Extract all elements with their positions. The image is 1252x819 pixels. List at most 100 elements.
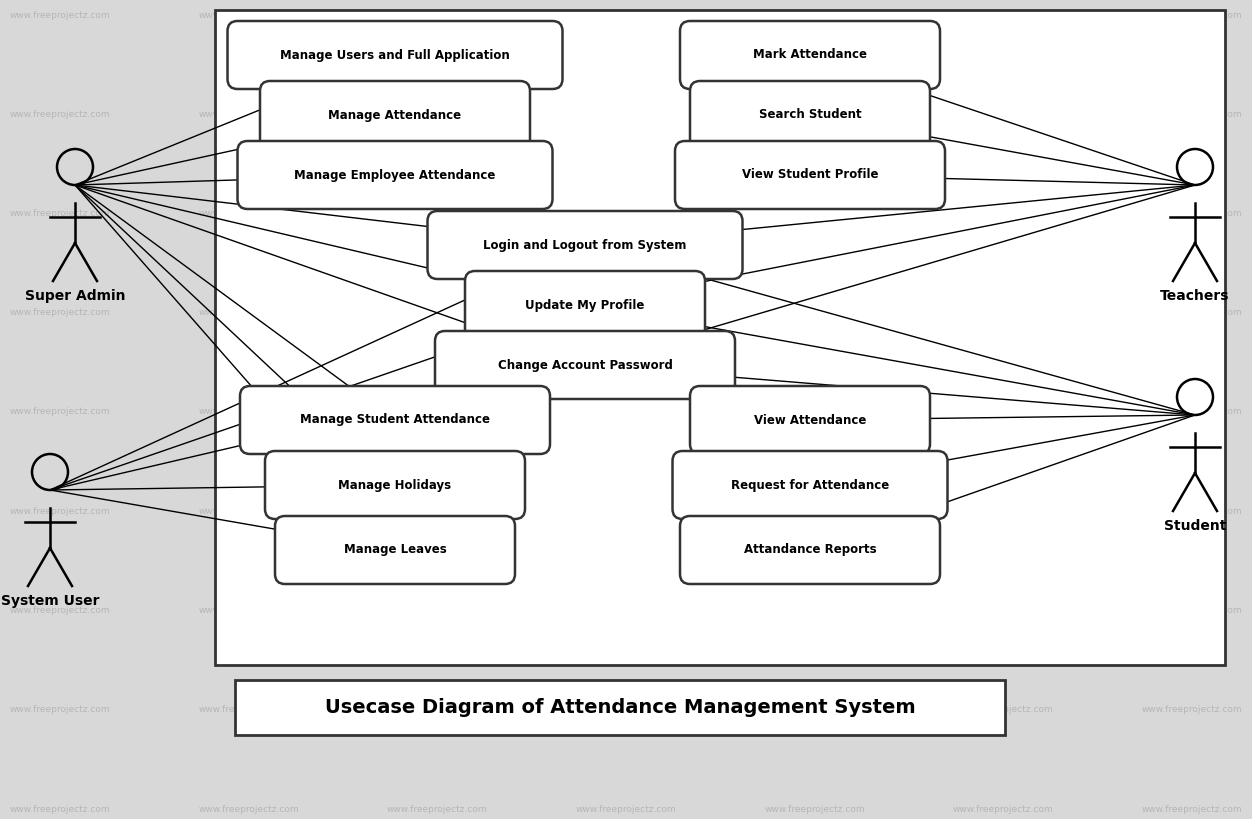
Text: Login and Logout from System: Login and Logout from System — [483, 238, 686, 251]
FancyBboxPatch shape — [240, 386, 550, 454]
Text: Update My Profile: Update My Profile — [526, 298, 645, 311]
Text: Manage Holidays: Manage Holidays — [338, 478, 452, 491]
Text: www.freeprojectz.com: www.freeprojectz.com — [953, 11, 1054, 20]
Text: www.freeprojectz.com: www.freeprojectz.com — [1142, 705, 1242, 714]
Text: www.freeprojectz.com: www.freeprojectz.com — [953, 705, 1054, 714]
Text: www.freeprojectz.com: www.freeprojectz.com — [387, 11, 487, 20]
Text: www.freeprojectz.com: www.freeprojectz.com — [1142, 110, 1242, 119]
Text: www.freeprojectz.com: www.freeprojectz.com — [953, 606, 1054, 615]
Text: www.freeprojectz.com: www.freeprojectz.com — [765, 804, 865, 813]
FancyBboxPatch shape — [680, 21, 940, 89]
Text: www.freeprojectz.com: www.freeprojectz.com — [198, 507, 299, 516]
Text: Manage Users and Full Application: Manage Users and Full Application — [280, 48, 510, 61]
Text: Request for Attendance: Request for Attendance — [731, 478, 889, 491]
FancyBboxPatch shape — [690, 81, 930, 149]
Text: www.freeprojectz.com: www.freeprojectz.com — [765, 209, 865, 218]
Text: www.freeprojectz.com: www.freeprojectz.com — [198, 110, 299, 119]
Text: www.freeprojectz.com: www.freeprojectz.com — [576, 308, 676, 317]
Text: www.freeprojectz.com: www.freeprojectz.com — [765, 606, 865, 615]
Text: www.freeprojectz.com: www.freeprojectz.com — [10, 11, 110, 20]
Text: www.freeprojectz.com: www.freeprojectz.com — [10, 804, 110, 813]
Text: www.freeprojectz.com: www.freeprojectz.com — [1142, 804, 1242, 813]
Text: www.freeprojectz.com: www.freeprojectz.com — [198, 11, 299, 20]
Text: Super Admin: Super Admin — [25, 289, 125, 303]
FancyBboxPatch shape — [690, 386, 930, 454]
Text: www.freeprojectz.com: www.freeprojectz.com — [576, 705, 676, 714]
Text: Manage Employee Attendance: Manage Employee Attendance — [294, 169, 496, 182]
Text: www.freeprojectz.com: www.freeprojectz.com — [10, 507, 110, 516]
Text: View Student Profile: View Student Profile — [741, 169, 878, 182]
Text: www.freeprojectz.com: www.freeprojectz.com — [10, 705, 110, 714]
Text: www.freeprojectz.com: www.freeprojectz.com — [953, 804, 1054, 813]
Text: www.freeprojectz.com: www.freeprojectz.com — [953, 209, 1054, 218]
FancyBboxPatch shape — [228, 21, 562, 89]
Text: www.freeprojectz.com: www.freeprojectz.com — [576, 507, 676, 516]
Text: www.freeprojectz.com: www.freeprojectz.com — [198, 606, 299, 615]
Text: www.freeprojectz.com: www.freeprojectz.com — [198, 705, 299, 714]
Text: Usecase Diagram of Attendance Management System: Usecase Diagram of Attendance Management… — [324, 698, 915, 717]
Text: www.freeprojectz.com: www.freeprojectz.com — [953, 408, 1054, 417]
Text: Manage Student Attendance: Manage Student Attendance — [300, 414, 490, 427]
Text: www.freeprojectz.com: www.freeprojectz.com — [765, 308, 865, 317]
Text: www.freeprojectz.com: www.freeprojectz.com — [10, 308, 110, 317]
Text: www.freeprojectz.com: www.freeprojectz.com — [387, 308, 487, 317]
Text: www.freeprojectz.com: www.freeprojectz.com — [387, 804, 487, 813]
FancyBboxPatch shape — [464, 271, 705, 339]
Text: www.freeprojectz.com: www.freeprojectz.com — [576, 606, 676, 615]
Text: www.freeprojectz.com: www.freeprojectz.com — [387, 408, 487, 417]
Text: www.freeprojectz.com: www.freeprojectz.com — [765, 507, 865, 516]
Text: www.freeprojectz.com: www.freeprojectz.com — [198, 209, 299, 218]
Text: www.freeprojectz.com: www.freeprojectz.com — [387, 209, 487, 218]
FancyBboxPatch shape — [215, 10, 1224, 665]
Text: www.freeprojectz.com: www.freeprojectz.com — [387, 507, 487, 516]
Text: www.freeprojectz.com: www.freeprojectz.com — [198, 408, 299, 417]
FancyBboxPatch shape — [260, 81, 530, 149]
FancyBboxPatch shape — [275, 516, 515, 584]
FancyBboxPatch shape — [427, 211, 742, 279]
Text: www.freeprojectz.com: www.freeprojectz.com — [10, 606, 110, 615]
Text: www.freeprojectz.com: www.freeprojectz.com — [953, 110, 1054, 119]
Text: www.freeprojectz.com: www.freeprojectz.com — [1142, 209, 1242, 218]
Text: Student: Student — [1164, 519, 1226, 533]
Text: www.freeprojectz.com: www.freeprojectz.com — [10, 209, 110, 218]
Text: www.freeprojectz.com: www.freeprojectz.com — [765, 11, 865, 20]
Text: www.freeprojectz.com: www.freeprojectz.com — [10, 408, 110, 417]
Text: www.freeprojectz.com: www.freeprojectz.com — [198, 308, 299, 317]
Text: Mark Attendance: Mark Attendance — [752, 48, 866, 61]
Text: www.freeprojectz.com: www.freeprojectz.com — [1142, 606, 1242, 615]
Text: Teachers: Teachers — [1161, 289, 1229, 303]
Text: Search Student: Search Student — [759, 108, 861, 121]
FancyBboxPatch shape — [675, 141, 945, 209]
Text: www.freeprojectz.com: www.freeprojectz.com — [576, 11, 676, 20]
Text: www.freeprojectz.com: www.freeprojectz.com — [1142, 11, 1242, 20]
Text: www.freeprojectz.com: www.freeprojectz.com — [1142, 308, 1242, 317]
Text: System User: System User — [1, 594, 99, 608]
Text: Manage Leaves: Manage Leaves — [343, 544, 447, 556]
Text: www.freeprojectz.com: www.freeprojectz.com — [576, 408, 676, 417]
Text: www.freeprojectz.com: www.freeprojectz.com — [387, 110, 487, 119]
Text: View Attendance: View Attendance — [754, 414, 866, 427]
Text: www.freeprojectz.com: www.freeprojectz.com — [1142, 408, 1242, 417]
FancyBboxPatch shape — [680, 516, 940, 584]
Text: www.freeprojectz.com: www.freeprojectz.com — [953, 507, 1054, 516]
Text: www.freeprojectz.com: www.freeprojectz.com — [765, 110, 865, 119]
FancyBboxPatch shape — [238, 141, 552, 209]
Text: Manage Attendance: Manage Attendance — [328, 108, 462, 121]
Text: Change Account Password: Change Account Password — [497, 359, 672, 372]
FancyBboxPatch shape — [672, 451, 948, 519]
Text: www.freeprojectz.com: www.freeprojectz.com — [387, 705, 487, 714]
FancyBboxPatch shape — [235, 680, 1005, 735]
FancyBboxPatch shape — [434, 331, 735, 399]
Text: www.freeprojectz.com: www.freeprojectz.com — [1142, 507, 1242, 516]
Text: www.freeprojectz.com: www.freeprojectz.com — [765, 705, 865, 714]
Text: www.freeprojectz.com: www.freeprojectz.com — [576, 110, 676, 119]
Text: www.freeprojectz.com: www.freeprojectz.com — [387, 606, 487, 615]
Text: Attandance Reports: Attandance Reports — [744, 544, 876, 556]
FancyBboxPatch shape — [265, 451, 525, 519]
Text: www.freeprojectz.com: www.freeprojectz.com — [576, 209, 676, 218]
Text: www.freeprojectz.com: www.freeprojectz.com — [765, 408, 865, 417]
Text: www.freeprojectz.com: www.freeprojectz.com — [10, 110, 110, 119]
Text: www.freeprojectz.com: www.freeprojectz.com — [953, 308, 1054, 317]
Text: www.freeprojectz.com: www.freeprojectz.com — [198, 804, 299, 813]
Text: www.freeprojectz.com: www.freeprojectz.com — [576, 804, 676, 813]
